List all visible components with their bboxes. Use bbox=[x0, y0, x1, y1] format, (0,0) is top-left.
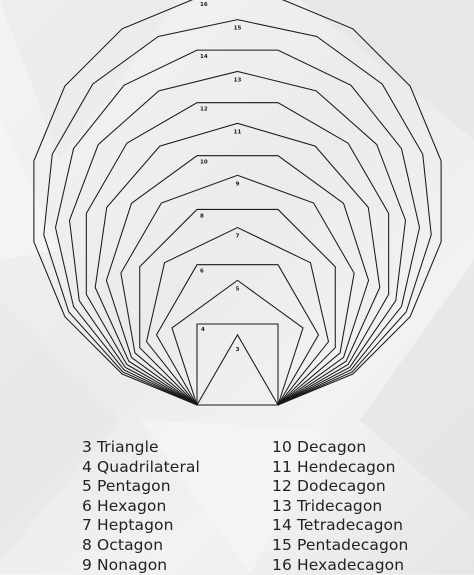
legend-item-octagon: 8 Octagon bbox=[82, 535, 164, 554]
polygon-label-12: 12 bbox=[200, 107, 208, 113]
legend-item-hexagon: 6 Hexagon bbox=[82, 496, 167, 515]
legend-item-triangle: 3 Triangle bbox=[82, 438, 159, 456]
polygon-3-sides bbox=[196, 333, 279, 406]
polygon-15-sides bbox=[43, 19, 432, 406]
polygon-5-sides bbox=[171, 279, 304, 406]
legend-item-decagon: 10 Decagon bbox=[272, 438, 367, 456]
polygon-label-14: 14 bbox=[200, 54, 208, 60]
legend-item-heptagon: 7 Heptagon bbox=[82, 516, 174, 535]
legend-item-tetradecagon: 14 Tetradecagon bbox=[272, 516, 404, 535]
legend-item-dodecagon: 12 Dodecagon bbox=[272, 477, 386, 496]
polygon-9-sides bbox=[120, 174, 355, 406]
polygon-label-4: 4 bbox=[201, 327, 205, 333]
polygon-8-sides bbox=[139, 208, 336, 406]
legend-item-tridecagon: 13 Tridecagon bbox=[272, 496, 383, 515]
polygon-16-sides bbox=[33, 0, 442, 406]
polygon-13-sides bbox=[68, 70, 407, 406]
legend-item-pentadecagon: 15 Pentadecagon bbox=[272, 535, 409, 554]
polygon-diagram: 3 4 5 6 7 8 9 10 11 12 13 14 15 16 bbox=[33, 0, 442, 406]
polygon-label-10: 10 bbox=[200, 160, 208, 166]
legend-item-quadrilateral: 4 Quadrilateral bbox=[82, 457, 200, 476]
legend-item-nonagon: 9 Nonagon bbox=[82, 555, 168, 574]
legend-item-hexadecagon: 16 Hexadecagon bbox=[272, 555, 405, 574]
legend-item-pentagon: 5 Pentagon bbox=[82, 477, 171, 496]
polygon-label-3: 3 bbox=[236, 347, 240, 353]
polygon-label-13: 13 bbox=[234, 77, 242, 83]
polygon-11-sides bbox=[94, 122, 381, 406]
polygon-label-16: 16 bbox=[200, 2, 208, 8]
polygon-10-sides bbox=[105, 155, 370, 406]
polygon-7-sides bbox=[145, 226, 330, 406]
side-count-labels: 3 4 5 6 7 8 9 10 11 12 13 14 15 16 bbox=[200, 2, 241, 353]
polygon-label-11: 11 bbox=[234, 129, 242, 135]
polygon-label-5: 5 bbox=[236, 286, 240, 292]
legend-item-hendecagon: 11 Hendecagon bbox=[272, 457, 396, 476]
polygon-label-7: 7 bbox=[236, 234, 240, 240]
polygon-label-15: 15 bbox=[234, 26, 242, 32]
polygon-label-9: 9 bbox=[236, 181, 240, 187]
polygon-12-sides bbox=[85, 102, 390, 406]
legend-column-left: 3 Triangle 4 Quadrilateral 5 Pentagon 6 … bbox=[82, 438, 200, 575]
legend: 3 Triangle 4 Quadrilateral 5 Pentagon 6 … bbox=[0, 438, 474, 574]
polygon-14-sides bbox=[54, 49, 421, 406]
legend-column-right: 10 Decagon 11 Hendecagon 12 Dodecagon 13… bbox=[272, 438, 408, 575]
polygon-4-sides bbox=[196, 323, 279, 406]
polygon-label-6: 6 bbox=[200, 269, 204, 275]
polygon-label-8: 8 bbox=[200, 213, 204, 219]
polygon-outlines bbox=[33, 0, 442, 406]
